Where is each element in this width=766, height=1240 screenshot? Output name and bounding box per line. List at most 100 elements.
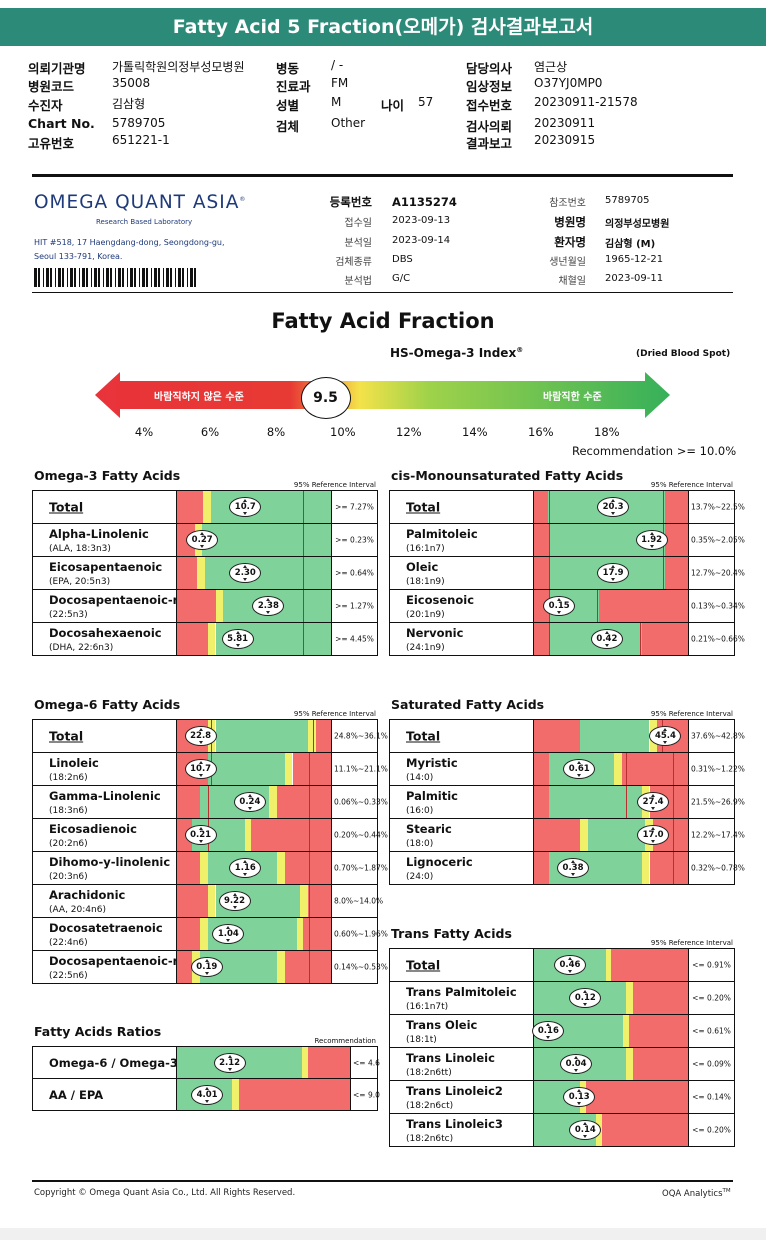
bar-reference-line bbox=[309, 885, 311, 917]
section-title: Saturated Fatty Acids bbox=[391, 697, 545, 712]
patient-field-value: / - bbox=[331, 58, 344, 72]
info-value: 김삼형 (M) bbox=[605, 239, 656, 250]
analyte-name: Docosapentaenoic-n6 bbox=[49, 954, 189, 968]
result-value-marker: 1.16 bbox=[229, 858, 262, 878]
index-tick-label: 8% bbox=[266, 425, 286, 439]
bar-segment bbox=[177, 951, 193, 983]
analyte-subtitle: (24:0) bbox=[406, 872, 434, 882]
index-tick-label: 18% bbox=[594, 425, 620, 439]
patient-field-label: 성별 bbox=[276, 98, 300, 113]
patient-field-value: Other bbox=[331, 116, 366, 130]
reference-interval: <= 0.09% bbox=[692, 1059, 731, 1069]
analyte-subtitle: (20:1n9) bbox=[406, 610, 445, 620]
result-value-marker: 0.14 bbox=[569, 1120, 602, 1140]
bar-segment bbox=[601, 1114, 688, 1146]
result-bar bbox=[533, 982, 689, 1014]
analyte-name: Arachidonic bbox=[49, 888, 126, 902]
table-row: Eicosenoic (20:1n9) 0.15 0.13%~0.34% bbox=[390, 590, 745, 623]
analyte-name: Dihomo-y-linolenic bbox=[49, 855, 171, 869]
bar-segment bbox=[277, 852, 285, 884]
bar-segment bbox=[623, 1015, 630, 1047]
patient-field-label: 수진자 bbox=[28, 98, 63, 113]
lab-tagline: Research Based Laboratory bbox=[96, 218, 193, 226]
footer-brand: OQA AnalyticsTM bbox=[662, 1188, 731, 1199]
bar-segment bbox=[300, 885, 308, 917]
section-note: 95% Reference Interval bbox=[293, 710, 376, 718]
bar-segment bbox=[277, 951, 285, 983]
bar-reference-line bbox=[303, 590, 305, 622]
reference-interval: <= 0.14% bbox=[692, 1092, 731, 1102]
patient-field-label: 결과보고 bbox=[466, 136, 513, 151]
bar-segment bbox=[269, 786, 278, 818]
bar-segment bbox=[250, 819, 331, 851]
bar-reference-line bbox=[672, 819, 674, 851]
patient-field-value: 651221-1 bbox=[112, 133, 170, 147]
bar-segment bbox=[177, 786, 201, 818]
reference-interval: 0.14%~0.53% bbox=[334, 962, 388, 972]
analyte-name: Trans Linoleic3 bbox=[406, 1117, 503, 1131]
result-bar bbox=[176, 918, 332, 950]
bar-segment bbox=[284, 753, 293, 785]
analyte-subtitle: (18:0) bbox=[406, 839, 434, 849]
table-row: Trans Linoleic (18:2n6tt) 0.04 <= 0.09% bbox=[390, 1048, 734, 1081]
reference-interval: 37.6%~42.8% bbox=[691, 731, 745, 741]
bar-segment bbox=[177, 557, 198, 589]
table-row: Total 0.46 <= 0.91% bbox=[390, 949, 734, 982]
table-row: Palmitoleic (16:1n7) 1.92 0.35%~2.05% bbox=[390, 524, 745, 557]
patient-field-label: 나이 bbox=[381, 98, 405, 113]
result-bar bbox=[533, 819, 689, 851]
analyte-name: AA / EPA bbox=[49, 1087, 104, 1102]
bar-segment bbox=[177, 918, 201, 950]
analyte-subtitle: (18:2n6tc) bbox=[406, 1134, 454, 1144]
bar-segment bbox=[307, 885, 331, 917]
footer-copyright: Copyright © Omega Quant Asia Co., Ltd. A… bbox=[34, 1188, 296, 1198]
index-tick-label: 12% bbox=[396, 425, 422, 439]
info-label: 분석일 bbox=[344, 238, 372, 249]
result-value-marker: 1.04 bbox=[212, 924, 245, 944]
analyte-subtitle: (16:0) bbox=[406, 806, 434, 816]
section-panel-omega6: Total 22.8 24.8%~36.1% Linoleic (18:2n6) 10.7… bbox=[32, 719, 388, 984]
bar-segment bbox=[611, 949, 688, 981]
table-row: Total 10.7 >= 7.27% bbox=[33, 491, 377, 524]
bar-reference-line bbox=[309, 918, 311, 950]
analyte-subtitle: (22:5n6) bbox=[49, 971, 88, 981]
result-value-marker: 2.12 bbox=[213, 1052, 246, 1073]
analyte-name: Palmitoleic bbox=[406, 527, 478, 541]
reference-interval: 0.35%~2.05% bbox=[691, 535, 745, 545]
lab-address-2: Seoul 133-791, Korea. bbox=[34, 252, 123, 261]
section-note: 95% Reference Interval bbox=[650, 710, 733, 718]
reference-interval: 0.06%~0.33% bbox=[334, 797, 388, 807]
analyte-name: Linoleic bbox=[49, 756, 99, 770]
lab-logo: OMEGA QUANT ASIA® bbox=[34, 192, 247, 213]
result-value-marker: 0.61 bbox=[563, 759, 596, 779]
table-row: AA / EPA 4.01 <= 9.0 bbox=[33, 1079, 380, 1110]
analyte-subtitle: (DHA, 22:6n3) bbox=[49, 643, 114, 653]
table-row: Total 20.3 13.7%~22.5% bbox=[390, 491, 745, 524]
analyte-subtitle: (18:2n6) bbox=[49, 773, 88, 783]
result-value-marker: 0.15 bbox=[543, 596, 576, 616]
bar-segment bbox=[664, 491, 688, 523]
result-value-marker: 0.13 bbox=[563, 1087, 596, 1107]
patient-field-label: 병동 bbox=[276, 61, 300, 76]
result-bar bbox=[533, 1081, 689, 1113]
bar-reference-line bbox=[663, 557, 665, 589]
section-title: Omega-3 Fatty Acids bbox=[34, 468, 181, 483]
bar-segment bbox=[277, 786, 331, 818]
bar-segment bbox=[284, 852, 331, 884]
result-value-marker: 45.4 bbox=[649, 726, 682, 746]
patient-field-value: 김삼형 bbox=[112, 97, 146, 111]
section-title: Trans Fatty Acids bbox=[391, 926, 512, 941]
reference-interval: 21.5%~26.9% bbox=[691, 797, 745, 807]
result-value-marker: 0.19 bbox=[190, 957, 223, 977]
analyte-name: Docosatetraenoic bbox=[49, 921, 163, 935]
reference-interval: 8.0%~14.0% bbox=[334, 896, 384, 906]
patient-field-value: FM bbox=[331, 76, 349, 90]
table-row: Docosatetraenoic (22:4n6) 1.04 0.60%~1.96% bbox=[33, 918, 388, 951]
table-row: Eicosadienoic (20:2n6) 0.21 0.20%~0.44% bbox=[33, 819, 388, 852]
bar-segment bbox=[239, 1079, 350, 1110]
analyte-subtitle: (EPA, 20:5n3) bbox=[49, 577, 111, 587]
patient-field-value: 20230911 bbox=[534, 116, 596, 130]
reference-interval: <= 4.6 bbox=[353, 1058, 380, 1067]
result-value-marker: 17.0 bbox=[637, 825, 670, 845]
result-value-marker: 1.92 bbox=[635, 530, 668, 550]
